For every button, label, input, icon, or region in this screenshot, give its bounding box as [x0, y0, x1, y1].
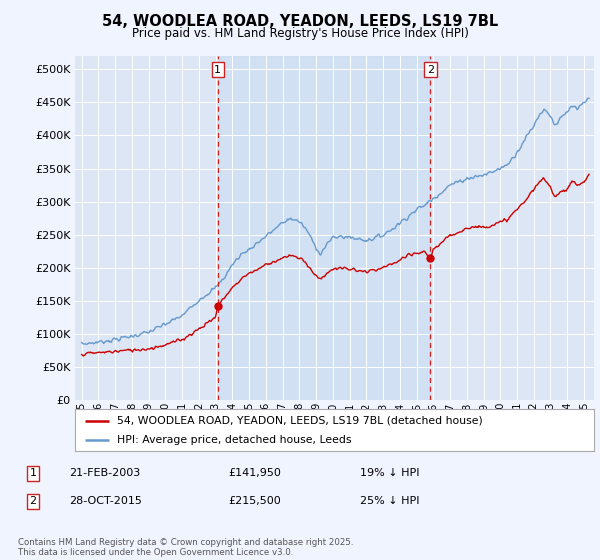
Text: 54, WOODLEA ROAD, YEADON, LEEDS, LS19 7BL (detached house): 54, WOODLEA ROAD, YEADON, LEEDS, LS19 7B…: [116, 416, 482, 426]
Text: 2: 2: [29, 496, 37, 506]
Text: HPI: Average price, detached house, Leeds: HPI: Average price, detached house, Leed…: [116, 435, 351, 445]
Text: £141,950: £141,950: [228, 468, 281, 478]
Text: 21-FEB-2003: 21-FEB-2003: [69, 468, 140, 478]
Text: 19% ↓ HPI: 19% ↓ HPI: [360, 468, 419, 478]
Text: 1: 1: [214, 64, 221, 74]
Bar: [218, 56, 430, 400]
Text: 2: 2: [427, 64, 434, 74]
Text: 28-OCT-2015: 28-OCT-2015: [69, 496, 142, 506]
Text: 1: 1: [29, 468, 37, 478]
Text: Contains HM Land Registry data © Crown copyright and database right 2025.
This d: Contains HM Land Registry data © Crown c…: [18, 538, 353, 557]
Text: 25% ↓ HPI: 25% ↓ HPI: [360, 496, 419, 506]
Text: 54, WOODLEA ROAD, YEADON, LEEDS, LS19 7BL: 54, WOODLEA ROAD, YEADON, LEEDS, LS19 7B…: [102, 14, 498, 29]
Text: £215,500: £215,500: [228, 496, 281, 506]
Text: Price paid vs. HM Land Registry's House Price Index (HPI): Price paid vs. HM Land Registry's House …: [131, 27, 469, 40]
